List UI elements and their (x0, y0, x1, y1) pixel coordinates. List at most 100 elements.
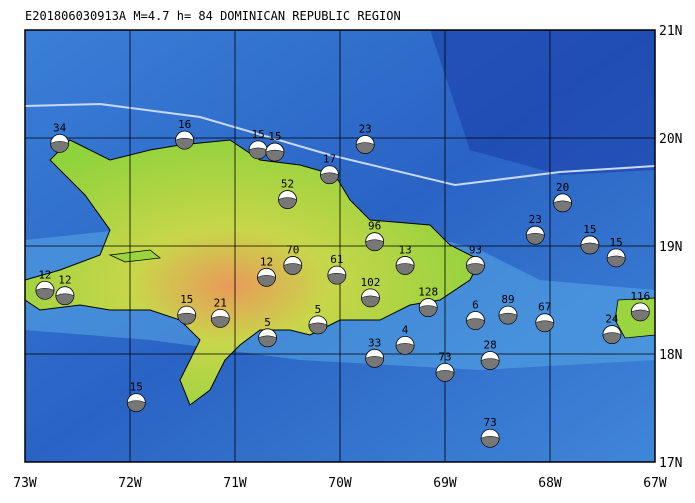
focal-mechanism (55, 286, 75, 306)
focal-mechanism (535, 313, 555, 333)
beachball-quadrant (257, 275, 276, 287)
depth-label: 116 (630, 290, 650, 303)
depth-label: 96 (368, 220, 381, 233)
depth-label: 15 (180, 293, 193, 306)
focal-mechanism (210, 308, 230, 328)
focal-mechanism (177, 305, 197, 325)
depth-label: 128 (418, 286, 438, 299)
beachball-quadrant (211, 316, 230, 328)
depth-label: 20 (556, 181, 569, 194)
depth-label: 73 (484, 416, 497, 429)
lon-tick-label: 70W (328, 476, 352, 491)
depth-label: 15 (583, 223, 596, 236)
focal-mechanism (126, 393, 146, 413)
lat-tick-label: 21N (659, 24, 682, 39)
focal-mechanism (480, 428, 500, 448)
beachball-quadrant (602, 332, 622, 344)
beachball-quadrant (418, 305, 438, 317)
beachball-quadrant (526, 232, 545, 245)
depth-label: 15 (610, 236, 623, 249)
beachball-quadrant (395, 263, 415, 275)
focal-mechanism (466, 256, 485, 275)
beachball-quadrant (278, 197, 297, 209)
focal-mechanism (480, 351, 500, 370)
depth-label: 12 (58, 274, 71, 287)
depth-label: 15 (130, 381, 143, 394)
beachball-quadrant (355, 142, 375, 154)
focal-mechanism (258, 328, 277, 348)
beachball-quadrant (55, 293, 75, 305)
focal-mechanism (606, 248, 626, 268)
lon-tick-label: 72W (118, 476, 142, 491)
focal-mechanism (327, 265, 347, 285)
lat-tick-label: 20N (659, 132, 682, 147)
beachball-quadrant (553, 200, 572, 213)
focal-mechanism (355, 135, 375, 154)
focal-mechanism (395, 335, 415, 355)
lon-tick-label: 71W (223, 476, 247, 491)
beachball-quadrant (466, 263, 485, 275)
depth-label: 15 (268, 130, 281, 143)
focal-mechanism (365, 232, 385, 252)
beachball-quadrant (480, 435, 500, 448)
frame (24, 29, 656, 463)
beachball-quadrant (127, 400, 146, 412)
depth-label: 13 (398, 243, 411, 256)
depth-label: 67 (538, 301, 551, 314)
beachball-quadrant (606, 255, 626, 268)
map-title: E201806030913A M=4.7 h= 84 DOMINICAN REP… (25, 9, 401, 23)
focal-mechanism (361, 288, 380, 308)
beachball-quadrant (283, 263, 303, 275)
focal-mechanism (50, 133, 70, 153)
focal-mechanism (175, 130, 195, 150)
lat-tick-label: 18N (659, 348, 682, 363)
lon-tick-label: 69W (433, 476, 457, 491)
events: 34 16 15 15 23 17 52 96 13 93 20 23 15 15 116 24 67 89 70 1… (35, 118, 650, 448)
beachball-quadrant (435, 370, 455, 382)
depth-label: 21 (214, 296, 227, 309)
focal-mechanism (580, 235, 600, 255)
lon-tick-label: 73W (13, 476, 37, 491)
gonave-island (108, 249, 162, 263)
focal-mechanism (278, 190, 297, 209)
beachball-quadrant (308, 322, 328, 335)
focal-mechanism (630, 302, 650, 322)
hispaniola (24, 139, 481, 406)
depth-label: 33 (368, 336, 381, 349)
depth-label: 15 (251, 128, 264, 141)
beachball-quadrant (35, 288, 55, 300)
depth-label: 34 (53, 121, 67, 134)
depth-label: 28 (484, 338, 497, 351)
beachball-quadrant (480, 358, 500, 370)
depth-label: 102 (361, 276, 381, 289)
focal-mechanism (602, 325, 622, 344)
beachball-quadrant (327, 272, 347, 285)
beachball-quadrant (175, 137, 194, 150)
lon-tick-label: 68W (538, 476, 562, 491)
beachball-quadrant (258, 335, 277, 348)
depth-label: 89 (501, 293, 514, 306)
depth-label: 12 (260, 255, 273, 268)
focal-mechanism (308, 315, 328, 335)
focal-mechanism (466, 311, 485, 330)
beachball-quadrant (395, 343, 415, 355)
focal-mechanism (418, 298, 438, 317)
depth-label: 16 (178, 118, 191, 131)
focal-mechanism (320, 165, 339, 185)
focal-mechanism (553, 193, 572, 213)
focal-mechanism (525, 225, 545, 245)
beachball-quadrant (177, 312, 196, 325)
depth-label: 6 (472, 299, 479, 312)
beachball-quadrant (265, 149, 285, 162)
beachball-quadrant (361, 295, 380, 308)
depth-label: 23 (529, 213, 542, 226)
beachball-quadrant (365, 239, 384, 251)
focal-mechanism (395, 256, 415, 275)
depth-label: 4 (402, 323, 409, 336)
depth-label: 12 (38, 268, 51, 281)
focal-mechanism (498, 305, 518, 325)
focal-mechanism (35, 280, 55, 300)
beachball-quadrant (498, 312, 518, 325)
lat-tick-label: 17N (659, 456, 682, 471)
